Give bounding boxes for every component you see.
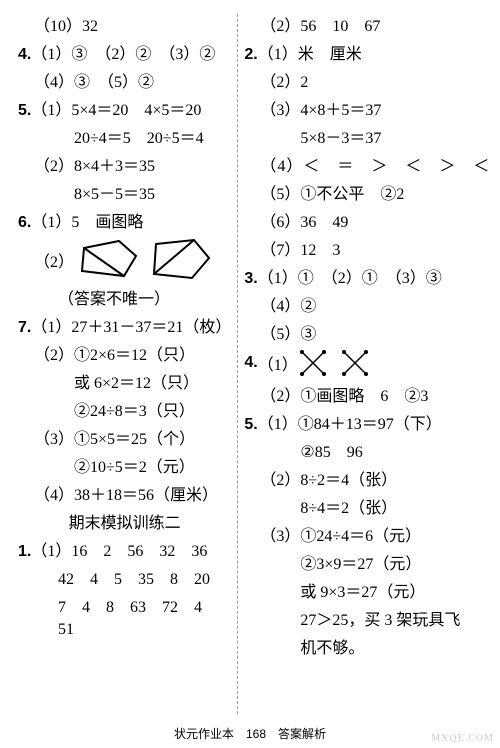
item-number: 1.	[18, 543, 31, 560]
polygon-shape	[144, 236, 214, 281]
text: （3）4×8＋5＝37	[244, 96, 490, 120]
page-footer: 状元作业本 168 答案解析	[0, 725, 500, 742]
text: （2）	[18, 236, 74, 272]
text: （10）32	[18, 12, 231, 36]
text: ②85 96	[244, 438, 490, 462]
cross-shape	[340, 348, 370, 378]
text: （1）5×4＝20 4×5＝20	[31, 102, 201, 119]
text: 2.（1）米 厘米	[244, 40, 490, 64]
text: （2）2	[244, 68, 490, 92]
text: ②24÷8＝3（只）	[18, 397, 231, 421]
text: （3）①24÷4＝6（元）	[244, 522, 490, 546]
text: （7）12 3	[244, 236, 490, 260]
item-number: 4.	[244, 354, 257, 372]
text: 或 9×3＝27（元）	[244, 578, 490, 602]
text: 6.（1）5 画图略	[18, 208, 231, 232]
text: （5）①不公平 ②2	[244, 180, 490, 204]
text: 42 4 5 35 8 20	[18, 565, 231, 589]
section-title: 期末模拟训练二	[18, 509, 231, 533]
text: （3）①5×5＝25（个）	[18, 425, 231, 449]
text: （4）②	[244, 292, 490, 316]
text: 4.（1）	[244, 348, 490, 378]
text: （4）③ （5）②	[18, 68, 231, 92]
cross-shape	[298, 348, 328, 378]
text: （1）① （2）① （3）③	[258, 270, 442, 287]
item-number: 4.	[18, 46, 31, 63]
text: 27＞25，买 3 架玩具飞	[244, 606, 490, 630]
text: 1.（1）16 2 56 32 36	[18, 537, 231, 561]
text: ②3×9＝27（元）	[244, 550, 490, 574]
text: 8×5－5＝35	[18, 180, 231, 204]
item-number: 5.	[18, 102, 31, 119]
text: （2）①2×6＝12（只）	[18, 341, 231, 365]
text: 8÷4＝2（张）	[244, 494, 490, 518]
item-number: 3.	[244, 270, 257, 287]
page: （10）32 4.（1）③ （2）② （3）② （4）③ （5）② 5.（1）5…	[0, 0, 500, 720]
text: （2）8÷2＝4（张）	[244, 466, 490, 490]
item-number: 7.	[18, 319, 31, 336]
item-number: 5.	[244, 416, 257, 433]
right-column: （2）56 10 67 2.（1）米 厘米 （2）2 （3）4×8＋5＝37 5…	[238, 8, 496, 720]
text: （2）①画图略 6 ②3	[244, 382, 490, 406]
polygon-shape	[74, 236, 144, 281]
text: （4）38＋18＝56（厘米）	[18, 481, 231, 505]
item-number: 6.	[18, 214, 31, 231]
text: 7.（1）27＋31－37＝21（枚）	[18, 313, 231, 337]
text: 或 6×2＝12（只）	[18, 369, 231, 393]
text: （1）16 2 56 32 36	[31, 543, 207, 560]
text: （1）米 厘米	[258, 46, 362, 63]
text: 51	[18, 621, 231, 639]
text: （6）36 49	[244, 208, 490, 232]
text: （5）③	[244, 320, 490, 344]
text: 7 4 8 63 72 4	[18, 593, 231, 617]
text: 5.（1）5×4＝20 4×5＝20	[18, 96, 231, 120]
text: （1）27＋31－37＝21（枚）	[31, 319, 231, 336]
text: 5×8－3＝37	[244, 124, 490, 148]
text: ②10÷5＝2（元）	[18, 453, 231, 477]
text: （1）	[258, 351, 298, 375]
text: （4）＜ ＝ ＞ ＜ ＞ ＜	[244, 152, 490, 176]
text: （2）56 10 67	[244, 12, 490, 36]
text: 4.（1）③ （2）② （3）②	[18, 40, 231, 64]
watermark: MXQE.COM	[431, 733, 494, 744]
text: 3.（1）① （2）① （3）③	[244, 264, 490, 288]
note: （答案不唯一）	[18, 285, 231, 309]
item-number: 2.	[244, 46, 257, 63]
text: （1）③ （2）② （3）②	[31, 46, 215, 63]
text: 5.（1）①84＋13＝97（下）	[244, 410, 490, 434]
text: （1）①84＋13＝97（下）	[258, 416, 442, 433]
left-column: （10）32 4.（1）③ （2）② （3）② （4）③ （5）② 5.（1）5…	[12, 8, 237, 720]
text: 机不够。	[244, 634, 490, 658]
text: 20÷4＝5 20÷5＝4	[18, 124, 231, 148]
text: （1）5 画图略	[31, 214, 143, 231]
text: （2）8×4＋3＝35	[18, 152, 231, 176]
shape-row: （2）	[18, 236, 231, 281]
